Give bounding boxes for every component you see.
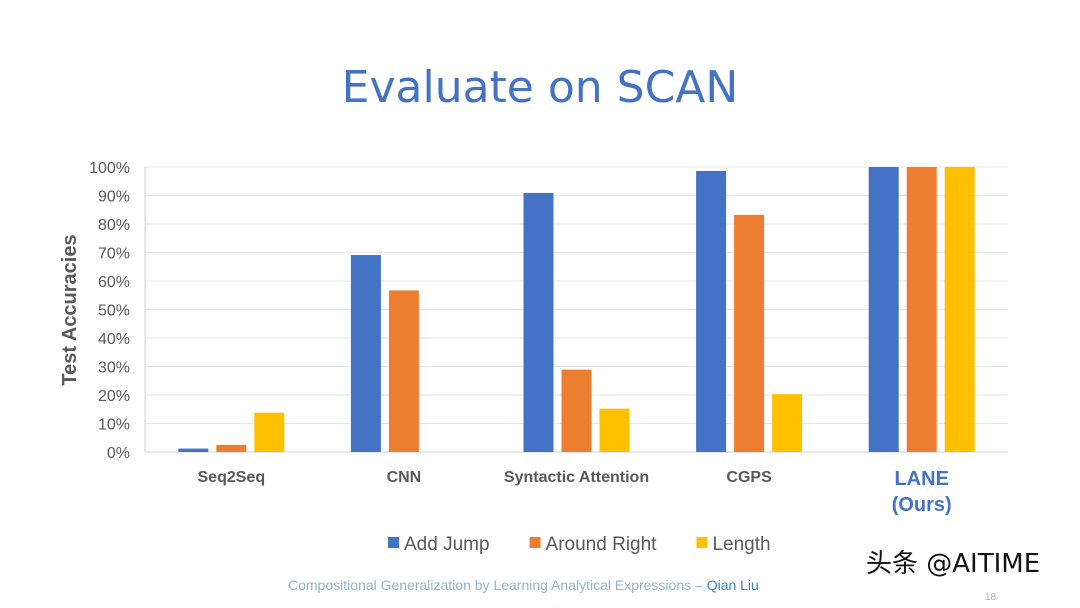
bar-around-right [216, 444, 247, 452]
y-tick-label: 10% [98, 417, 130, 434]
watermark: 头条 @AITIME [866, 549, 1041, 579]
bar-add-jump [350, 255, 381, 452]
y-tick-label: 80% [98, 217, 130, 234]
y-tick-label: 100% [89, 160, 130, 177]
bar-length [944, 167, 975, 452]
legend-swatch [388, 537, 399, 548]
bar-length [772, 394, 803, 452]
bar-length [254, 412, 285, 452]
page-number: 18 [985, 592, 997, 603]
bar-add-jump [523, 192, 554, 452]
y-tick-label: 60% [98, 274, 130, 291]
legend-swatch [529, 537, 541, 548]
bar-add-jump [178, 448, 209, 452]
legend-label: Length [712, 534, 770, 555]
legend-swatch [696, 537, 708, 548]
x-tick-label: (Ours) [892, 494, 952, 516]
x-tick-label: CGPS [726, 469, 772, 486]
y-tick-label: 0% [107, 445, 130, 462]
y-tick-label: 20% [98, 388, 130, 405]
y-tick-label: 40% [98, 331, 130, 348]
y-axis-label: Test Accuracies [59, 234, 81, 385]
y-tick-label: 70% [98, 246, 130, 263]
y-tick-label: 30% [98, 360, 130, 377]
bar-add-jump [696, 170, 727, 453]
bar-length [599, 408, 630, 452]
footer-text: Compositional Generalization by Learning… [288, 577, 707, 593]
footer: Compositional Generalization by Learning… [288, 577, 759, 593]
y-tick-label: 90% [98, 189, 130, 206]
y-tick-label: 50% [98, 303, 130, 320]
bar-add-jump [868, 167, 899, 452]
x-tick-label: LANE [894, 468, 948, 490]
bar-around-right [561, 369, 592, 452]
x-tick-label: CNN [387, 469, 422, 486]
bar-around-right [388, 290, 419, 452]
x-tick-label: Seq2Seq [198, 469, 266, 486]
footer-author: Qian Liu [706, 577, 759, 593]
slide-title: Evaluate on SCAN [341, 62, 739, 113]
legend-label: Add Jump [404, 534, 490, 555]
bar-around-right [734, 214, 765, 452]
bar-around-right [906, 167, 937, 452]
legend-label: Around Right [546, 534, 658, 555]
x-tick-label: Syntactic Attention [504, 469, 649, 486]
